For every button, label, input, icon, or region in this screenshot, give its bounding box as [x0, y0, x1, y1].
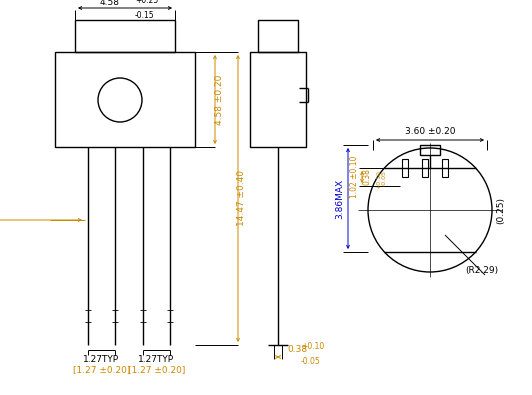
Text: 3.60 ±0.20: 3.60 ±0.20	[405, 127, 455, 136]
Text: +0.25: +0.25	[135, 0, 158, 5]
Text: 14.47 ±0.40: 14.47 ±0.40	[237, 171, 246, 226]
Bar	[55, 52, 195, 147]
Text: 0.38: 0.38	[362, 169, 371, 185]
Text: -0.05: -0.05	[301, 357, 321, 366]
Text: 4.58: 4.58	[100, 0, 120, 7]
Text: 4.58 ±0.20: 4.58 ±0.20	[214, 74, 223, 125]
Text: -0.05: -0.05	[382, 170, 387, 186]
Bar	[420, 145, 440, 155]
Bar	[442, 159, 448, 177]
Bar	[402, 159, 408, 177]
Text: -0.15: -0.15	[135, 11, 155, 20]
Text: +0.10: +0.10	[376, 170, 381, 189]
Text: +0.10: +0.10	[301, 342, 324, 351]
Text: [1.27 ±0.20]: [1.27 ±0.20]	[73, 365, 130, 374]
Text: 0.38: 0.38	[287, 345, 307, 354]
Bar	[250, 52, 306, 147]
Text: 1.27TYP: 1.27TYP	[138, 356, 174, 365]
Text: 3.86MAX: 3.86MAX	[335, 179, 344, 218]
Text: 1.02 ±0.10: 1.02 ±0.10	[350, 156, 359, 198]
Bar	[75, 20, 175, 52]
Text: (0.25): (0.25)	[496, 196, 505, 224]
Text: [1.27 ±0.20]: [1.27 ±0.20]	[128, 365, 185, 374]
Text: (R2.29): (R2.29)	[465, 265, 498, 275]
Text: 1.27TYP: 1.27TYP	[84, 356, 120, 365]
Bar	[258, 20, 298, 52]
Bar	[422, 159, 428, 177]
